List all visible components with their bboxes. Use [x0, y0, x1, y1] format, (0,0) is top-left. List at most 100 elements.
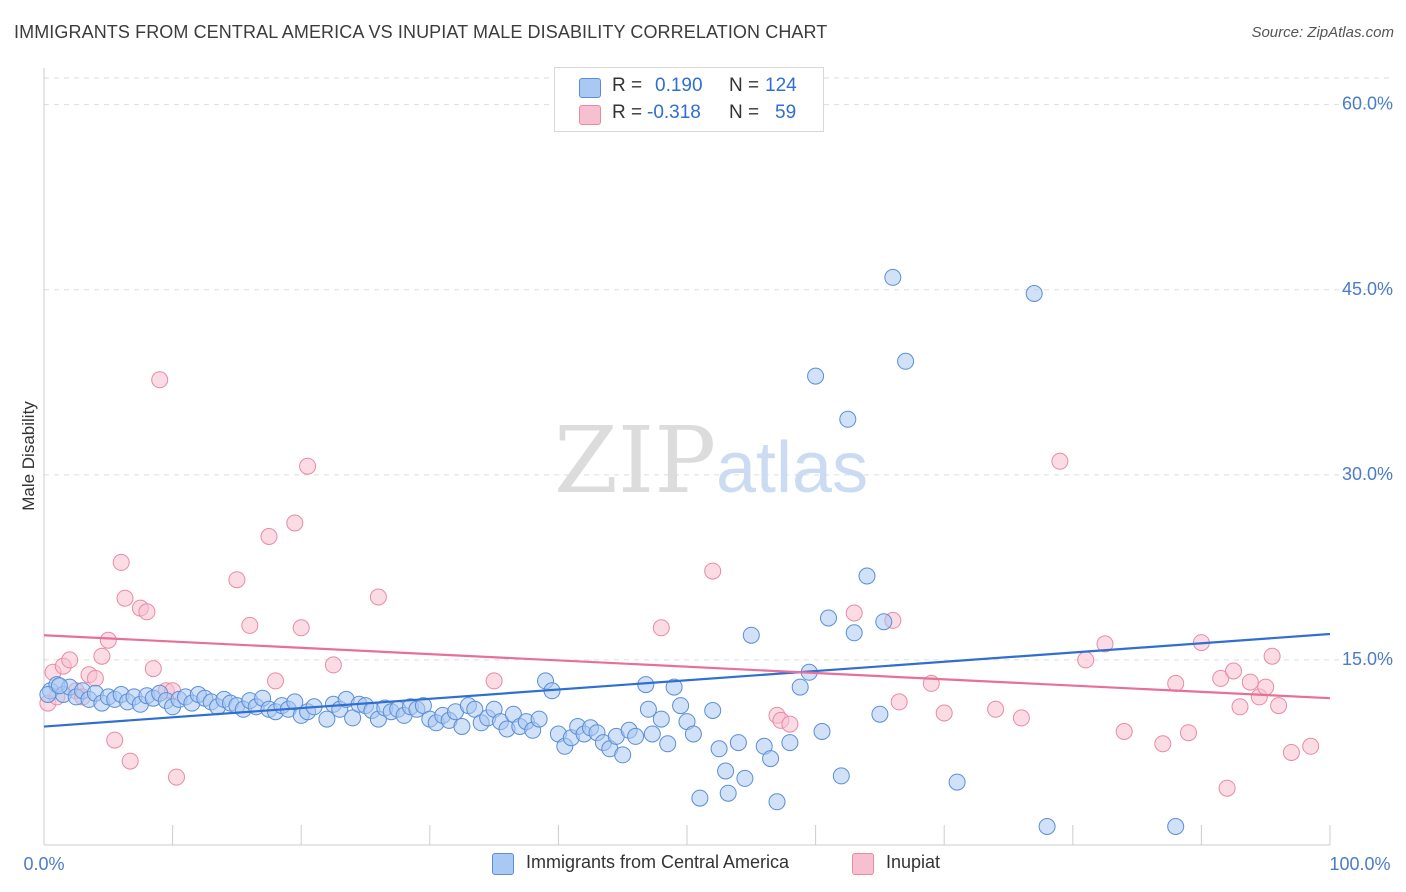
data-point-immigrants [762, 750, 780, 768]
data-point-inupiat [1302, 737, 1320, 755]
watermark-atlas: atlas [716, 428, 868, 508]
data-point-immigrants [1038, 818, 1056, 835]
data-point-inupiat [299, 457, 317, 475]
data-point-inupiat [324, 656, 342, 674]
data-point-inupiat [781, 715, 799, 733]
data-point-inupiat [144, 660, 162, 678]
data-point-inupiat [1154, 735, 1172, 753]
data-point-inupiat [1231, 698, 1249, 716]
chart-title: IMMIGRANTS FROM CENTRAL AMERICA VS INUPI… [14, 22, 828, 42]
data-point-inupiat [138, 603, 156, 621]
data-point-immigrants [729, 734, 747, 752]
data-point-immigrants [839, 410, 857, 428]
data-point-immigrants [50, 677, 68, 695]
data-point-immigrants [768, 793, 786, 811]
data-point-inupiat [1012, 709, 1030, 727]
data-point-inupiat [99, 631, 117, 649]
y-axis-label: Male Disability [19, 401, 38, 511]
data-point-inupiat [1115, 723, 1133, 740]
data-point-immigrants [627, 727, 645, 745]
data-point-immigrants [614, 746, 632, 764]
data-point-immigrants [875, 613, 893, 631]
data-point-inupiat [845, 604, 863, 622]
data-point-inupiat [286, 514, 304, 532]
watermark: ZIP atlas [554, 407, 868, 514]
watermark-zip: ZIP [554, 407, 716, 514]
data-point-immigrants [781, 734, 799, 752]
data-point-immigrants [736, 769, 754, 787]
data-point-inupiat [1212, 669, 1230, 687]
data-point-immigrants [813, 723, 831, 740]
legend-r-value: -0.318 [647, 102, 701, 123]
data-point-immigrants [845, 624, 863, 642]
data-point-inupiat [1257, 678, 1275, 696]
data-point-inupiat [106, 731, 124, 749]
data-point-inupiat [1167, 674, 1185, 692]
data-point-immigrants [672, 697, 690, 715]
data-point-inupiat [935, 704, 953, 722]
data-point-inupiat [93, 647, 111, 665]
data-point-immigrants [1025, 285, 1043, 302]
data-point-inupiat [86, 669, 104, 687]
data-point-immigrants [643, 725, 661, 743]
bottom-legend-swatch-pink [852, 853, 874, 875]
data-point-immigrants [717, 762, 735, 780]
data-point-immigrants [791, 678, 809, 696]
legend-swatch-blue [579, 78, 601, 98]
series-immigrants-central-america [39, 268, 1185, 835]
y-tick-label: 45.0% [1342, 279, 1393, 299]
data-point-inupiat [241, 616, 259, 634]
data-point-inupiat [151, 371, 169, 389]
bottom-legend-label-pink: Inupiat [886, 852, 941, 872]
data-point-immigrants [659, 735, 677, 753]
data-point-inupiat [704, 562, 722, 580]
data-point-inupiat [1282, 744, 1300, 761]
x-tick-label-max: 100.0% [1329, 854, 1390, 874]
data-point-inupiat [116, 589, 134, 607]
data-point-inupiat [292, 619, 310, 637]
data-point-inupiat [1180, 724, 1197, 742]
data-point-immigrants [897, 352, 915, 370]
source-credit: Source: ZipAtlas.com [1251, 24, 1394, 41]
data-point-immigrants [39, 686, 57, 703]
data-point-immigrants [820, 609, 837, 627]
data-point-immigrants [858, 567, 876, 585]
trend-line-immigrants [43, 632, 1331, 728]
data-point-inupiat [228, 571, 246, 589]
legend-n-label: N = [729, 75, 760, 96]
data-point-immigrants [684, 725, 702, 743]
data-point-immigrants [742, 626, 760, 644]
legend-r-value: 0.190 [655, 75, 703, 96]
x-tick-label-min: 0.0% [23, 854, 64, 874]
data-point-immigrants [710, 740, 728, 758]
data-point-immigrants [344, 709, 362, 727]
legend-r-label: R = [612, 75, 643, 96]
bottom-legend-label-blue: Immigrants from Central America [526, 852, 790, 872]
correlation-legend: R = 0.190 N = 124 R = -0.318 N = 59 [554, 67, 824, 132]
data-point-immigrants [719, 784, 737, 802]
y-tick-label: 15.0% [1342, 649, 1393, 669]
data-point-immigrants [665, 678, 683, 696]
data-point-inupiat [1241, 673, 1259, 691]
data-point-immigrants [691, 789, 709, 807]
legend-n-value: 59 [775, 102, 797, 123]
data-point-inupiat [168, 768, 185, 786]
legend-swatch-pink [579, 105, 601, 125]
data-point-immigrants [530, 710, 548, 728]
data-point-inupiat [61, 651, 79, 669]
data-point-inupiat [369, 588, 387, 606]
data-point-inupiat [987, 700, 1005, 718]
data-point-inupiat [890, 693, 908, 711]
data-point-inupiat [267, 672, 284, 690]
data-point-inupiat [1077, 651, 1095, 669]
data-point-inupiat [1270, 697, 1288, 715]
data-point-inupiat [1218, 779, 1236, 797]
trend-lines [43, 632, 1331, 728]
data-point-immigrants [453, 718, 471, 735]
data-point-inupiat [260, 528, 278, 545]
bottom-legend-swatch-blue [492, 853, 514, 875]
data-point-immigrants [639, 700, 657, 718]
data-point-immigrants [884, 268, 902, 286]
data-point-inupiat [1263, 647, 1281, 665]
